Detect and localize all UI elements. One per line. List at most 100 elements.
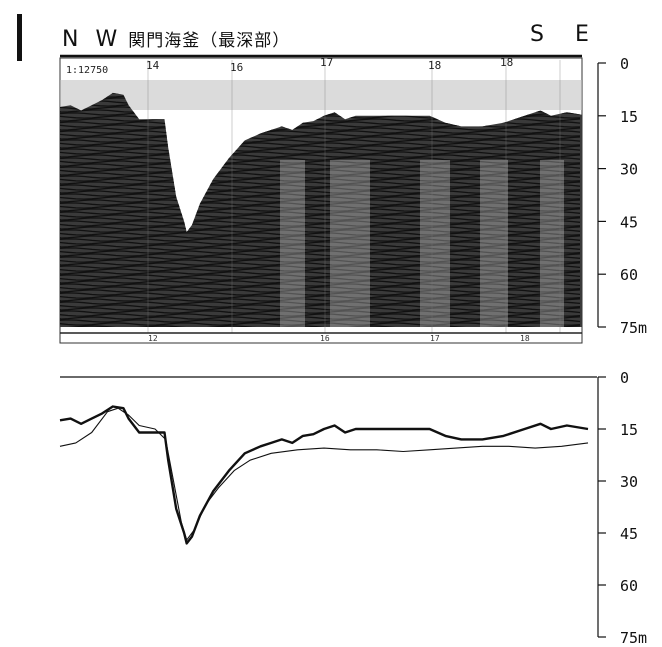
scale-annotation: 1:12750 xyxy=(66,65,108,76)
reflector-line xyxy=(60,247,581,251)
fix-mark-label: 17 xyxy=(320,56,333,69)
reflector-line xyxy=(60,223,581,227)
reflector-line xyxy=(60,310,581,314)
depth-tick-label: 0 xyxy=(620,369,629,387)
depth-tick-label: 0 xyxy=(620,55,629,73)
reflector-line xyxy=(60,148,581,152)
reflector-line xyxy=(60,295,581,299)
reflector-line xyxy=(60,196,581,200)
reflector-line xyxy=(60,304,581,308)
depth-tick-label: 45 xyxy=(620,525,638,543)
depth-tick-label: 30 xyxy=(620,161,638,179)
reflector-line xyxy=(60,130,581,134)
reflector-line xyxy=(60,316,581,320)
reference-profile-line xyxy=(59,407,589,541)
fix-mark-label: 18 xyxy=(500,56,513,69)
direction-right-label: S E xyxy=(530,22,601,47)
depth-scale-upper: 0 15 30 45 60 75m xyxy=(597,55,647,337)
reflector-line xyxy=(60,181,581,185)
seafloor-profile-line xyxy=(59,405,589,545)
reflector-line xyxy=(60,322,581,326)
reflector-line xyxy=(60,133,581,137)
reflector-line xyxy=(60,151,581,155)
speckle-band xyxy=(480,160,508,328)
reflector-line xyxy=(60,298,581,302)
depth-tick-label: 45 xyxy=(620,213,638,231)
reflector-line xyxy=(60,319,581,323)
depth-tick-label: 15 xyxy=(620,108,638,126)
fix-mark-label: 18 xyxy=(428,59,441,72)
reflector-line xyxy=(60,256,581,260)
reflector-line xyxy=(60,277,581,281)
corner-marker xyxy=(17,14,22,61)
reflector-line xyxy=(60,142,581,146)
depth-tick-label: 15 xyxy=(620,421,638,439)
depth-tick-label: 75m xyxy=(620,319,647,337)
footer-mark-label: 17 xyxy=(430,334,440,343)
direction-left-label: N W xyxy=(62,27,123,52)
depth-profile-lines xyxy=(59,405,589,545)
seismic-record: 1:12750 14 16 17 18 18 12 16 17 18 xyxy=(59,56,583,344)
reflector-line xyxy=(60,199,581,203)
reflector-line xyxy=(60,211,581,215)
reflector-line xyxy=(60,292,581,296)
footer-mark-label: 12 xyxy=(148,334,158,343)
reflector-line xyxy=(60,145,581,149)
speckle-band xyxy=(330,160,370,328)
reflector-line xyxy=(60,154,581,158)
reflector-line xyxy=(60,193,581,197)
reflector-line xyxy=(60,259,581,263)
reflector-line xyxy=(60,280,581,284)
reflector-line xyxy=(60,139,581,143)
reflector-line xyxy=(60,232,581,236)
reflector-line xyxy=(60,265,581,269)
fix-mark-label: 16 xyxy=(230,61,243,74)
reflector-line xyxy=(60,169,581,173)
depth-tick-label: 60 xyxy=(620,577,638,595)
reflector-line xyxy=(60,127,581,131)
profile-title: N W 関門海釜（最深部） xyxy=(62,26,290,52)
reflector-line xyxy=(60,235,581,239)
reflector-line xyxy=(60,217,581,221)
reflector-line xyxy=(60,250,581,254)
reflector-line xyxy=(60,208,581,212)
reflector-line xyxy=(60,190,581,194)
footer-mark-label: 18 xyxy=(520,334,530,343)
reflector-line xyxy=(60,262,581,266)
reflector-line xyxy=(60,271,581,275)
reflector-line xyxy=(60,175,581,179)
footer-mark-label: 16 xyxy=(320,334,330,343)
depth-tick-label: 75m xyxy=(620,629,647,647)
location-label: 関門海釜（最深部） xyxy=(128,31,291,51)
speckle-band xyxy=(540,160,564,328)
record-gridlines xyxy=(147,60,561,333)
depth-tick-label: 30 xyxy=(620,473,638,491)
reflector-line xyxy=(60,205,581,209)
reflector-line xyxy=(60,307,581,311)
reflector-line xyxy=(60,301,581,305)
depth-scale-lower: 0 15 30 45 60 75m xyxy=(597,369,647,647)
reflector-line xyxy=(60,238,581,242)
reflector-line xyxy=(60,163,581,167)
depth-tick-label: 60 xyxy=(620,266,638,284)
reflector-line xyxy=(60,274,581,278)
fix-mark-label: 14 xyxy=(146,59,160,72)
reflector-line xyxy=(60,229,581,233)
reflector-line xyxy=(60,313,581,317)
reflector-line xyxy=(60,226,581,230)
reflector-line xyxy=(60,124,581,128)
reflector-line xyxy=(60,214,581,218)
reflector-line xyxy=(60,157,581,161)
reflector-line xyxy=(60,289,581,293)
reflector-line xyxy=(60,184,581,188)
reflector-line xyxy=(60,286,581,290)
reflector-line xyxy=(60,325,581,328)
reflector-line xyxy=(60,202,581,206)
reflector-line xyxy=(60,244,581,248)
reflector-line xyxy=(60,160,581,164)
water-noise-band xyxy=(60,80,582,110)
reflector-line xyxy=(60,253,581,257)
speckle-band xyxy=(280,160,305,328)
